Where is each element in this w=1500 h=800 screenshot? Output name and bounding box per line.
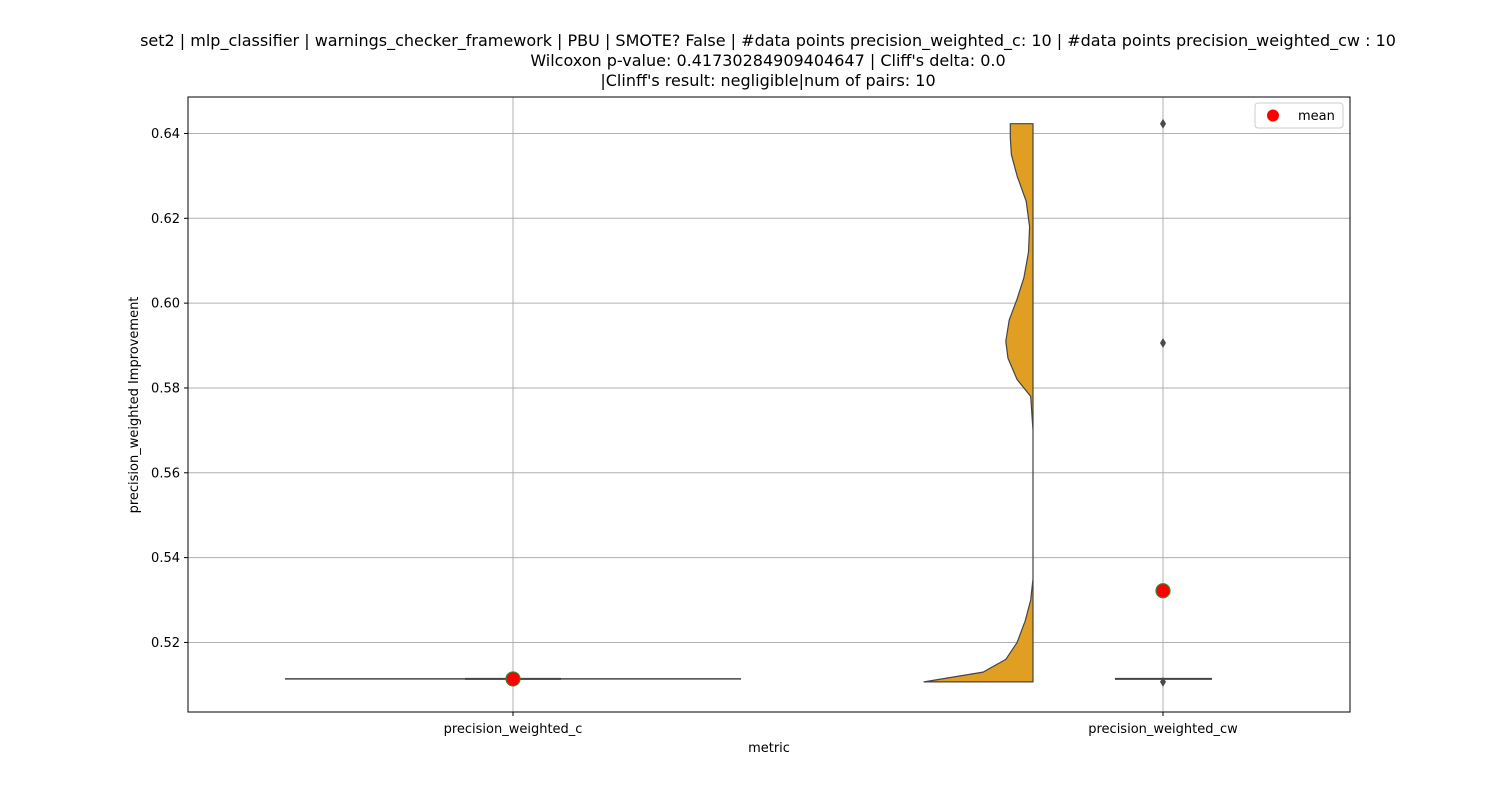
outlier-point bbox=[1160, 676, 1166, 687]
grid-lines bbox=[188, 97, 1350, 712]
y-tick-label: 0.52 bbox=[151, 636, 180, 651]
x-tick-label: precision_weighted_c bbox=[444, 722, 583, 737]
chart-title: set2 | mlp_classifier | warnings_checker… bbox=[140, 31, 1396, 90]
plot-area bbox=[285, 118, 1212, 687]
y-axis-label: precision_weighted Improvement bbox=[127, 297, 142, 514]
y-axis: 0.52 0.54 0.56 0.58 0.60 0.62 0.64 bbox=[151, 127, 188, 651]
y-tick-label: 0.56 bbox=[151, 466, 180, 481]
mean-marker-precision-weighted-cw bbox=[1155, 583, 1171, 599]
legend-box bbox=[1254, 102, 1344, 129]
y-tick-label: 0.54 bbox=[151, 551, 180, 566]
x-axis: precision_weighted_c precision_weighted_c… bbox=[444, 712, 1238, 737]
y-tick-label: 0.60 bbox=[151, 297, 180, 312]
x-tick-label: precision_weighted_cw bbox=[1088, 722, 1238, 737]
legend-mean-marker bbox=[1267, 109, 1279, 122]
chart-title-line: Wilcoxon p-value: 0.41730284909404647 | … bbox=[530, 51, 1005, 70]
chart-title-line: set2 | mlp_classifier | warnings_checker… bbox=[140, 31, 1396, 51]
violin-precision-weighted-cw bbox=[923, 123, 1034, 683]
y-tick-label: 0.62 bbox=[151, 212, 180, 227]
outlier-point bbox=[1160, 338, 1166, 348]
legend-label-mean: mean bbox=[1298, 109, 1335, 124]
mean-marker-precision-weighted-c bbox=[505, 671, 521, 687]
plot-frame bbox=[187, 96, 1351, 713]
x-axis-label: metric bbox=[748, 741, 790, 756]
outlier-point bbox=[1160, 118, 1166, 129]
y-tick-label: 0.58 bbox=[151, 381, 180, 396]
chart-title-line: |Clinff's result: negligible|num of pair… bbox=[600, 71, 935, 90]
legend: mean bbox=[1254, 102, 1344, 129]
y-tick-label: 0.64 bbox=[151, 127, 180, 142]
